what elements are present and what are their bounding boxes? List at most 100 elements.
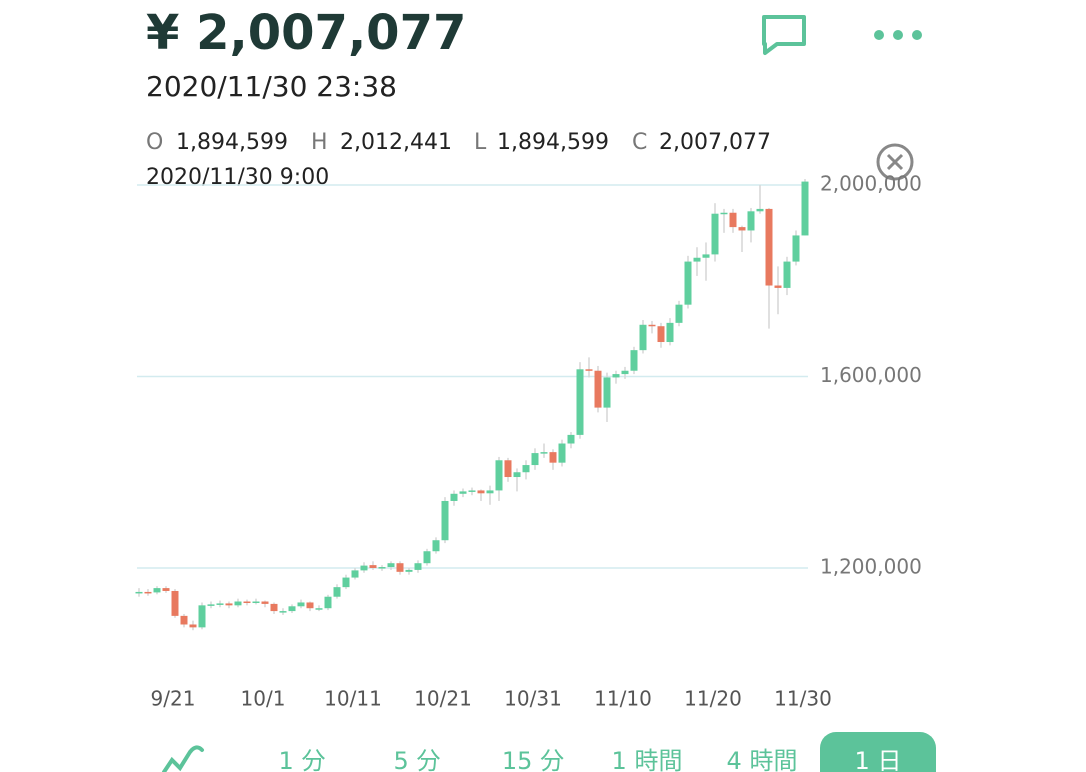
x-tick-label: 10/31 xyxy=(504,687,562,711)
candle-body xyxy=(657,326,665,343)
candle-body xyxy=(207,604,215,606)
datetime: 2020/11/30 23:38 xyxy=(146,70,397,103)
candle-body xyxy=(585,369,593,371)
candle-body xyxy=(639,324,647,351)
candle-body xyxy=(459,491,467,494)
candle-body xyxy=(756,208,764,212)
ohlc-value: 1,894,599 xyxy=(176,130,288,155)
candle-body xyxy=(432,540,440,552)
candle-body xyxy=(234,601,242,606)
candle-body xyxy=(216,603,224,605)
x-tick-label: 9/21 xyxy=(151,687,196,711)
cursor-date: 2020/11/30 9:00 xyxy=(146,165,329,190)
candle-body xyxy=(252,601,260,604)
timeframe-tab[interactable]: 1 日 xyxy=(855,747,902,772)
price: ¥ 2,007,077 xyxy=(146,5,466,61)
candle-body xyxy=(540,452,548,454)
timeframe-tab[interactable]: 4 時間 xyxy=(727,747,798,772)
candle-body xyxy=(468,490,476,492)
more-icon[interactable] xyxy=(874,30,922,40)
candle-body xyxy=(621,370,629,375)
candle-body xyxy=(171,590,179,616)
candle-body xyxy=(675,304,683,323)
x-tick-label: 10/11 xyxy=(324,687,382,711)
candle-body xyxy=(783,261,791,288)
candle-body xyxy=(612,374,620,378)
ohlc-key: C xyxy=(632,130,647,155)
candle-body xyxy=(558,443,566,463)
candle-body xyxy=(396,563,404,572)
candle-body xyxy=(351,570,359,578)
chat-icon[interactable] xyxy=(762,15,806,55)
ohlc-value: 2,007,077 xyxy=(659,130,771,155)
candle-body xyxy=(801,181,809,236)
ohlc-key: O xyxy=(146,130,163,155)
line-chart-icon[interactable] xyxy=(162,745,204,772)
candle-body xyxy=(441,500,449,541)
x-tick-label: 11/30 xyxy=(774,687,832,711)
candle-body xyxy=(666,322,674,343)
timeframe-tab[interactable]: 15 分 xyxy=(502,747,564,772)
candle-body xyxy=(378,567,386,569)
candle-body xyxy=(576,369,584,435)
candle-body xyxy=(315,608,323,610)
candle-body xyxy=(189,624,197,628)
candle-body xyxy=(135,591,143,594)
candle-body xyxy=(333,587,341,597)
candle-body xyxy=(261,601,269,604)
candle-body xyxy=(477,490,485,494)
candle-body xyxy=(531,453,539,466)
candle-body xyxy=(684,261,692,305)
candle-body xyxy=(153,588,161,593)
candle-body xyxy=(711,213,719,255)
close-icon[interactable] xyxy=(876,143,914,181)
candle-body xyxy=(594,370,602,408)
timeframe-tab[interactable]: 5 分 xyxy=(394,747,441,772)
tabs: 1 分 5 分 15 分 1 時間 4 時間 1 日 xyxy=(279,747,902,772)
y-tick-label: 1,200,000 xyxy=(820,554,922,578)
candle-body xyxy=(648,324,656,327)
candle-body xyxy=(243,601,251,604)
candle-body xyxy=(405,569,413,572)
candle-body xyxy=(693,257,701,262)
candle-body xyxy=(342,577,350,588)
ohlc-key: H xyxy=(311,130,328,155)
candle-body xyxy=(522,465,530,473)
candle-body xyxy=(567,434,575,444)
x-tick-label: 10/21 xyxy=(414,687,472,711)
y-tick-label: 2,000,000 xyxy=(820,171,922,195)
candle-body xyxy=(225,603,233,606)
candle-body xyxy=(162,588,170,591)
x-tick-label: 11/10 xyxy=(594,687,652,711)
x-tick-label: 10/1 xyxy=(241,687,286,711)
ohlc-key: L xyxy=(474,130,487,155)
candle-body xyxy=(270,603,278,612)
candle-body xyxy=(144,591,152,594)
candle-body xyxy=(765,208,773,286)
candle-body xyxy=(486,490,494,494)
candle-body xyxy=(297,602,305,607)
candle-body xyxy=(360,565,368,571)
candle-body xyxy=(324,596,332,609)
candle-body xyxy=(279,611,287,613)
timeframe-tab[interactable]: 1 時間 xyxy=(612,747,683,772)
candle-body xyxy=(792,235,800,262)
candle-body xyxy=(288,606,296,612)
candle-body xyxy=(369,565,377,568)
candle-body xyxy=(495,460,503,491)
ohlc-row: O 1,894,599 H 2,012,441 L 1,894,599 C 2,007,077 xyxy=(146,130,771,155)
candle-body xyxy=(180,615,188,625)
candle-body xyxy=(603,377,611,408)
candle-body xyxy=(729,212,737,228)
candle-body xyxy=(513,472,521,478)
ohlc-value: 2,012,441 xyxy=(340,130,452,155)
timeframe-tab[interactable]: 1 分 xyxy=(279,747,326,772)
candle-body xyxy=(630,350,638,371)
candle-body xyxy=(720,212,728,215)
candle-body xyxy=(747,211,755,231)
ohlc-value: 1,894,599 xyxy=(497,130,609,155)
candle-body xyxy=(549,452,557,463)
candle-body xyxy=(504,460,512,478)
